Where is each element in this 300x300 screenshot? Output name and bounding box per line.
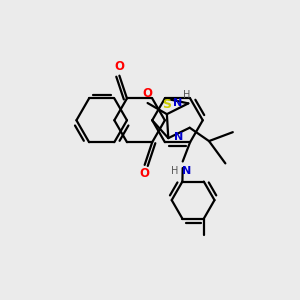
Text: N: N — [182, 166, 191, 176]
Text: H: H — [183, 90, 190, 100]
Text: S: S — [162, 98, 171, 111]
Text: H: H — [171, 166, 178, 176]
Text: N: N — [174, 132, 183, 142]
Text: O: O — [114, 60, 124, 73]
Text: N: N — [172, 98, 182, 108]
Text: O: O — [142, 87, 153, 100]
Text: O: O — [140, 167, 150, 180]
